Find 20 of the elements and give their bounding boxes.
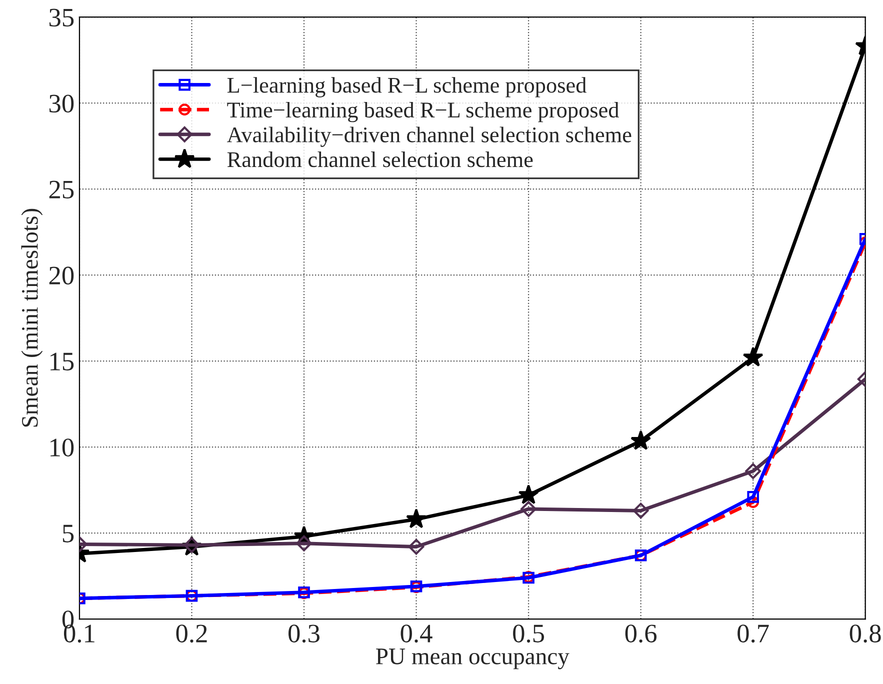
x-tick-label: 0.5: [513, 624, 544, 643]
y-tick-label: 30: [49, 94, 74, 113]
y-tick-label: 25: [49, 180, 74, 198]
y-tick-label: 20: [49, 266, 74, 284]
legend-label: L−learning based R−L scheme proposed: [227, 77, 586, 98]
x-tick-label: 0.8: [850, 624, 881, 643]
x-tick-label: 0.2: [176, 624, 207, 643]
x-tick-label: 0.6: [625, 624, 657, 643]
legend-label: Availability−driven channel selection scheme: [227, 126, 632, 147]
y-tick-label: 35: [49, 8, 74, 27]
x-axis-title: PU mean occupancy: [376, 648, 570, 670]
y-axis-title: Smean (mini timeslots): [21, 208, 43, 427]
x-tick-label: 0.4: [400, 624, 432, 643]
legend-label: Time−learning based R−L scheme proposed: [227, 102, 619, 122]
legend-label: Random channel selection scheme: [227, 152, 533, 168]
y-tick-label: 15: [50, 352, 74, 370]
y-tick-label: 5: [62, 524, 74, 542]
y-tick-label: 10: [50, 438, 74, 456]
x-tick-label: 0.7: [738, 624, 769, 643]
x-tick-label: 0.3: [288, 624, 320, 643]
